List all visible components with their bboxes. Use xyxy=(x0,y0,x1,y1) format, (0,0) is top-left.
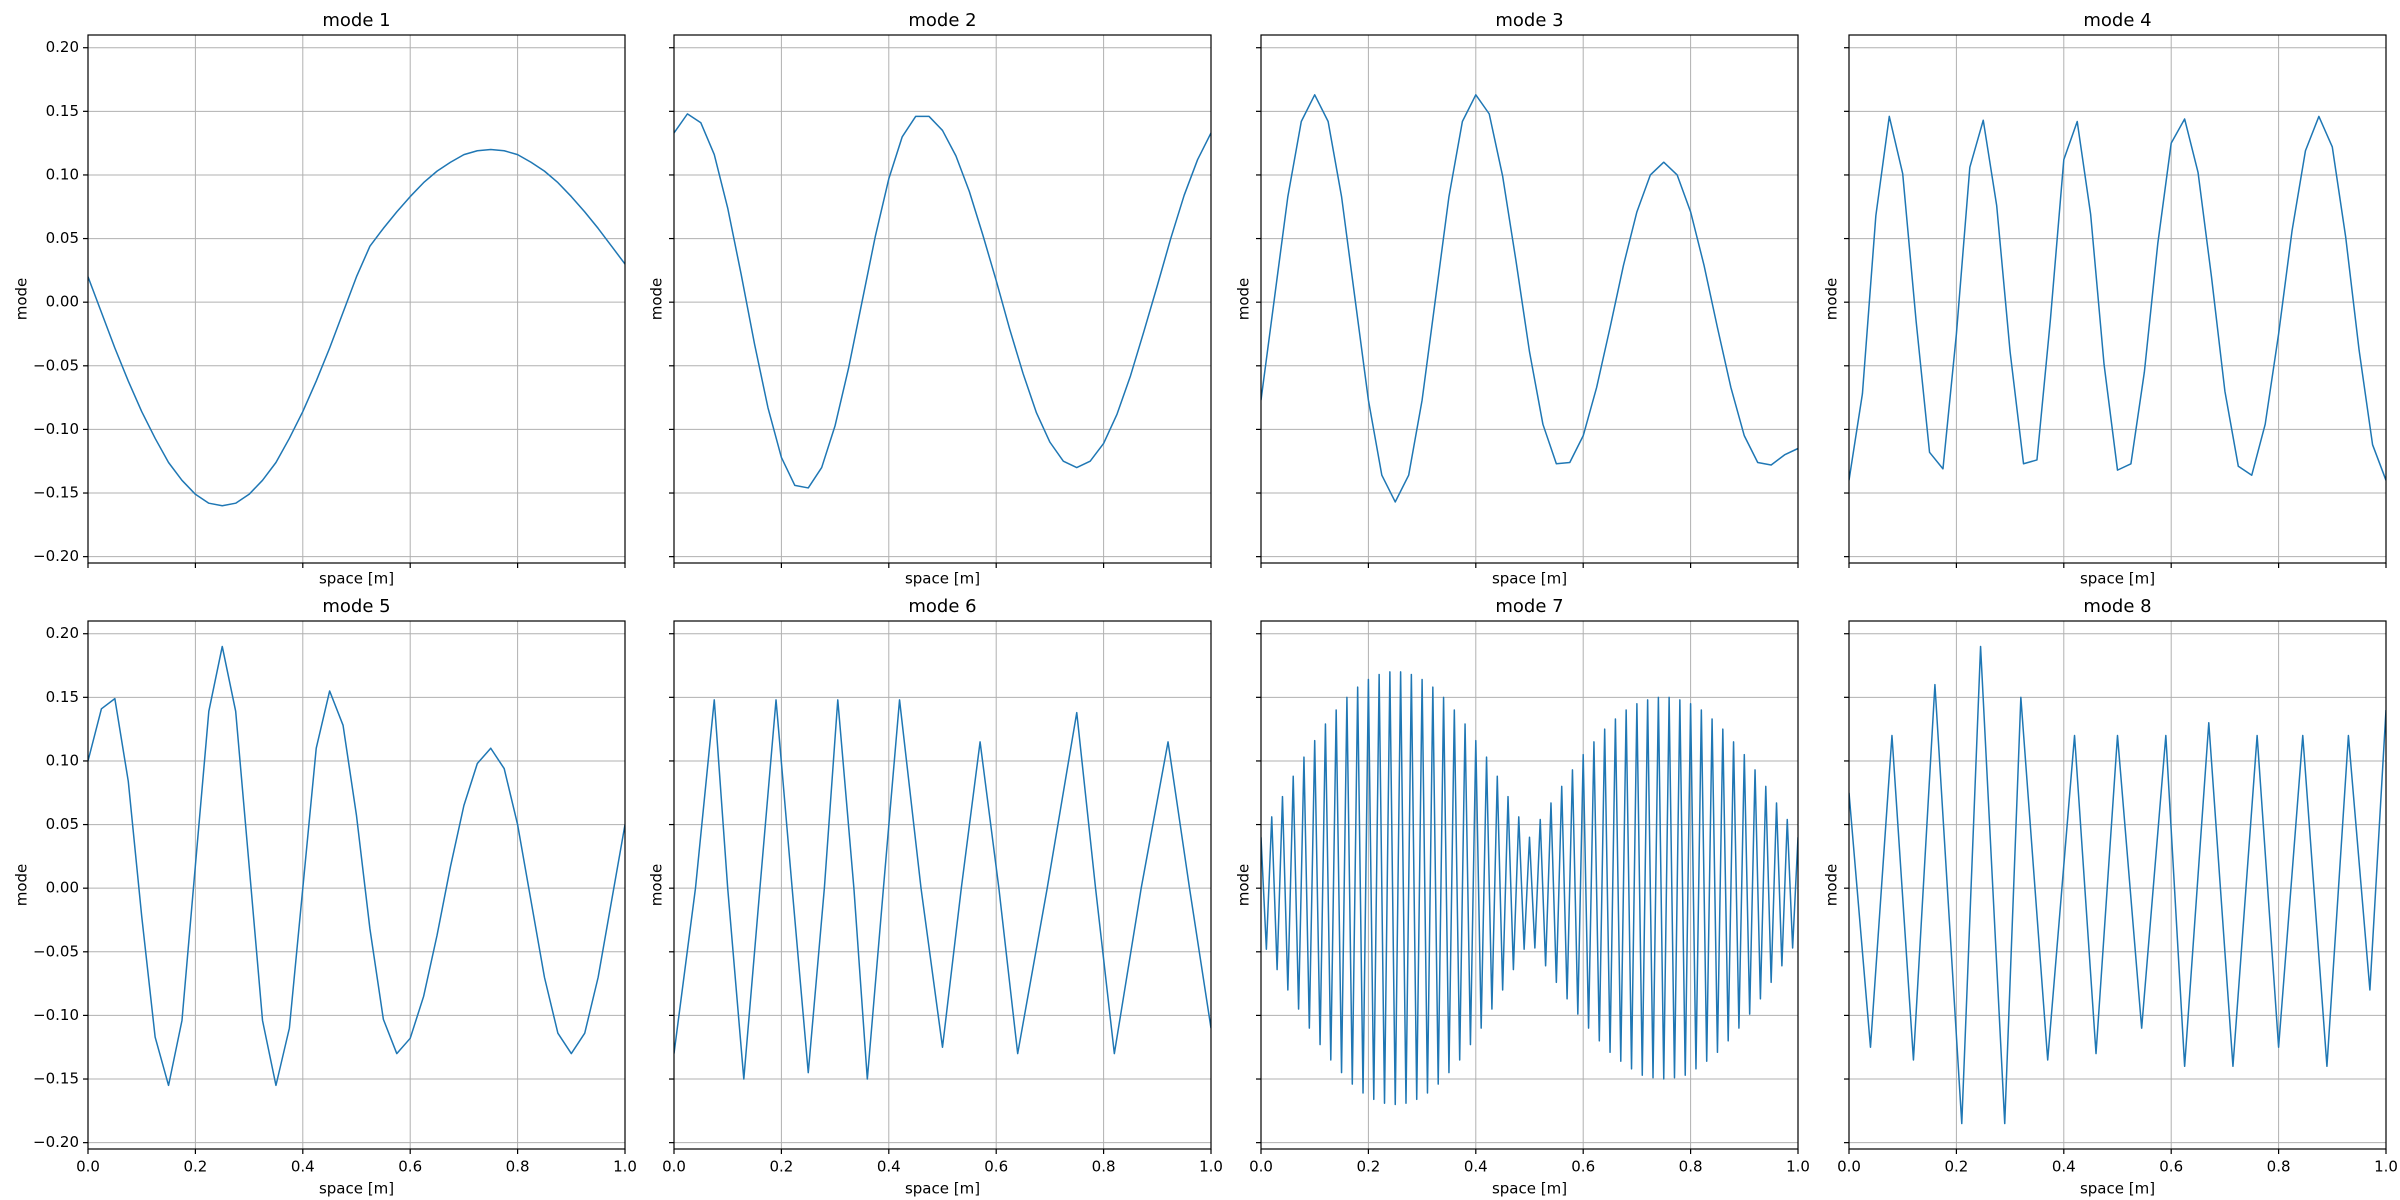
y-tick-label: 0.10 xyxy=(46,165,79,183)
x-tick-label: 0.2 xyxy=(1944,1158,1968,1176)
x-tick-label: 0.8 xyxy=(1679,1158,1703,1176)
x-axis-label: space [m] xyxy=(319,1180,394,1198)
x-tick-label: 0.6 xyxy=(1571,1158,1595,1176)
y-axis-label: mode xyxy=(648,864,666,907)
subplot-title: mode 7 xyxy=(1495,596,1563,617)
x-tick-label: 0.8 xyxy=(1092,1158,1116,1176)
plot-area xyxy=(1849,115,2386,481)
axes-frame xyxy=(673,34,1212,564)
y-tick-label: −0.05 xyxy=(33,942,79,960)
plot-area xyxy=(88,148,625,507)
x-tick-label: 0.0 xyxy=(1837,1158,1861,1176)
plot-area xyxy=(674,113,1211,489)
x-axis-label: space [m] xyxy=(905,1180,980,1198)
data-line xyxy=(1849,645,2386,1125)
axes-frame xyxy=(1848,34,2387,564)
x-tick-label: 0.0 xyxy=(662,1158,686,1176)
x-axis-label: space [m] xyxy=(1492,570,1567,588)
data-line xyxy=(88,645,625,1087)
x-tick-label: 1.0 xyxy=(613,1158,637,1176)
subplot-title: mode 1 xyxy=(322,10,390,31)
y-tick-label: 0.05 xyxy=(46,815,79,833)
x-axis-label: space [m] xyxy=(905,570,980,588)
data-line xyxy=(1849,115,2386,481)
subplot-title: mode 2 xyxy=(908,10,976,31)
axes-frame xyxy=(1260,620,1799,1150)
x-axis-label: space [m] xyxy=(2080,1180,2155,1198)
x-tick-label: 0.4 xyxy=(2052,1158,2076,1176)
y-tick-label: 0.05 xyxy=(46,229,79,247)
x-tick-label: 0.2 xyxy=(183,1158,207,1176)
y-axis-label: mode xyxy=(1823,864,1841,907)
y-tick-label: 0.00 xyxy=(46,293,79,311)
subplot-title: mode 8 xyxy=(2083,596,2151,617)
y-tick-label: 0.15 xyxy=(46,688,79,706)
data-line xyxy=(674,113,1211,489)
y-axis-label: mode xyxy=(1235,864,1253,907)
y-tick-label: −0.10 xyxy=(33,420,79,438)
x-tick-label: 0.0 xyxy=(1249,1158,1273,1176)
x-axis-label: space [m] xyxy=(2080,570,2155,588)
data-line xyxy=(1261,94,1798,503)
data-line xyxy=(674,699,1211,1080)
subplot-title: mode 4 xyxy=(2083,10,2151,31)
x-tick-label: 0.4 xyxy=(877,1158,901,1176)
y-tick-label: −0.15 xyxy=(33,1070,79,1088)
x-tick-label: 1.0 xyxy=(2374,1158,2398,1176)
y-tick-label: −0.15 xyxy=(33,484,79,502)
x-axis-label: space [m] xyxy=(1492,1180,1567,1198)
x-axis-label: space [m] xyxy=(319,570,394,588)
plot-area xyxy=(674,699,1211,1080)
x-tick-label: 0.2 xyxy=(769,1158,793,1176)
axes-frame xyxy=(1260,34,1799,564)
x-tick-label: 0.2 xyxy=(1356,1158,1380,1176)
y-axis-label: mode xyxy=(1235,278,1253,321)
x-tick-label: 1.0 xyxy=(1786,1158,1810,1176)
plot-area xyxy=(1261,94,1798,503)
plot-area xyxy=(88,645,625,1087)
plot-area xyxy=(1849,645,2386,1125)
data-line xyxy=(88,148,625,507)
x-tick-label: 0.8 xyxy=(2267,1158,2291,1176)
axes-frame xyxy=(1848,620,2387,1150)
x-tick-label: 1.0 xyxy=(1199,1158,1223,1176)
axes-frame xyxy=(673,620,1212,1150)
y-tick-label: 0.20 xyxy=(46,38,79,56)
y-axis-label: mode xyxy=(13,864,31,907)
subplot-title: mode 5 xyxy=(322,596,390,617)
y-tick-label: 0.00 xyxy=(46,879,79,897)
y-axis-label: mode xyxy=(13,278,31,321)
subplot-title: mode 6 xyxy=(908,596,976,617)
x-tick-label: 0.4 xyxy=(1464,1158,1488,1176)
x-tick-label: 0.6 xyxy=(398,1158,422,1176)
y-tick-label: −0.10 xyxy=(33,1006,79,1024)
x-tick-label: 0.8 xyxy=(506,1158,530,1176)
axes-frame xyxy=(87,34,626,564)
y-tick-label: −0.20 xyxy=(33,1133,79,1151)
y-tick-label: −0.05 xyxy=(33,356,79,374)
axes-frame xyxy=(87,620,626,1150)
y-tick-label: −0.20 xyxy=(33,547,79,565)
y-axis-label: mode xyxy=(648,278,666,321)
subplot-title: mode 3 xyxy=(1495,10,1563,31)
y-tick-label: 0.10 xyxy=(46,751,79,769)
x-tick-label: 0.0 xyxy=(76,1158,100,1176)
data-line xyxy=(1261,671,1798,1106)
x-tick-label: 0.6 xyxy=(2159,1158,2183,1176)
x-tick-label: 0.4 xyxy=(291,1158,315,1176)
x-tick-label: 0.6 xyxy=(984,1158,1008,1176)
y-tick-label: 0.20 xyxy=(46,624,79,642)
plot-area xyxy=(1261,671,1798,1106)
y-tick-label: 0.15 xyxy=(46,102,79,120)
y-axis-label: mode xyxy=(1823,278,1841,321)
